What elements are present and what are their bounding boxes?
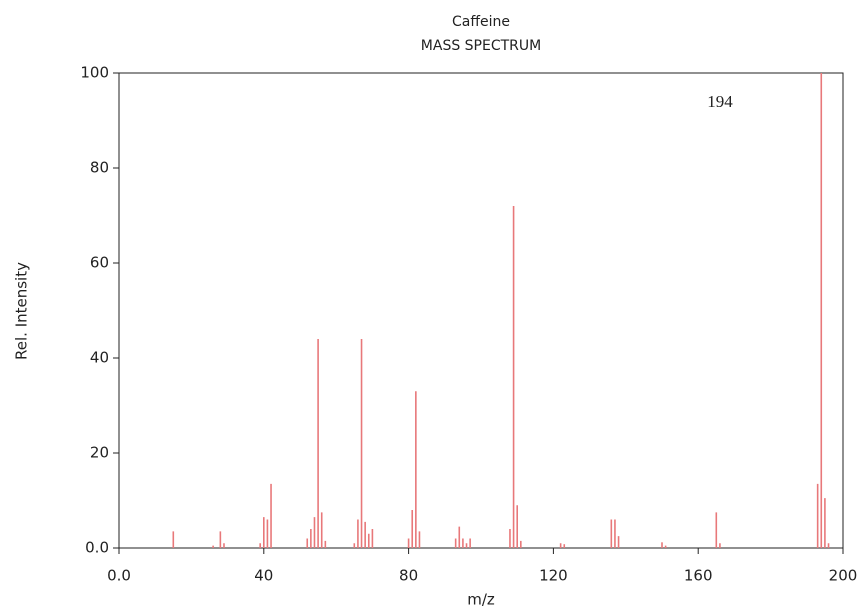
- x-tick-label: 160: [684, 567, 713, 585]
- plot-frame: [118, 72, 844, 549]
- y-tick-label: 100: [80, 64, 109, 82]
- y-tick-label: 40: [90, 349, 109, 367]
- x-tick-label: 0.0: [107, 567, 131, 585]
- y-tick-label: 0.0: [85, 539, 109, 557]
- y-tick-label: 20: [90, 444, 109, 462]
- x-tick-label: 120: [539, 567, 568, 585]
- chart-subtitle: MASS SPECTRUM: [421, 38, 541, 54]
- x-axis-label: m/z: [467, 591, 495, 609]
- y-axis-label: Rel. Intensity: [13, 262, 31, 360]
- y-tick-label: 80: [90, 159, 109, 177]
- x-tick-label: 40: [254, 567, 273, 585]
- peak-annotation: 194: [707, 92, 733, 111]
- y-tick-label: 60: [90, 254, 109, 272]
- x-tick-label: 80: [399, 567, 418, 585]
- chart-title: Caffeine: [452, 14, 510, 30]
- x-tick-label: 200: [829, 567, 858, 585]
